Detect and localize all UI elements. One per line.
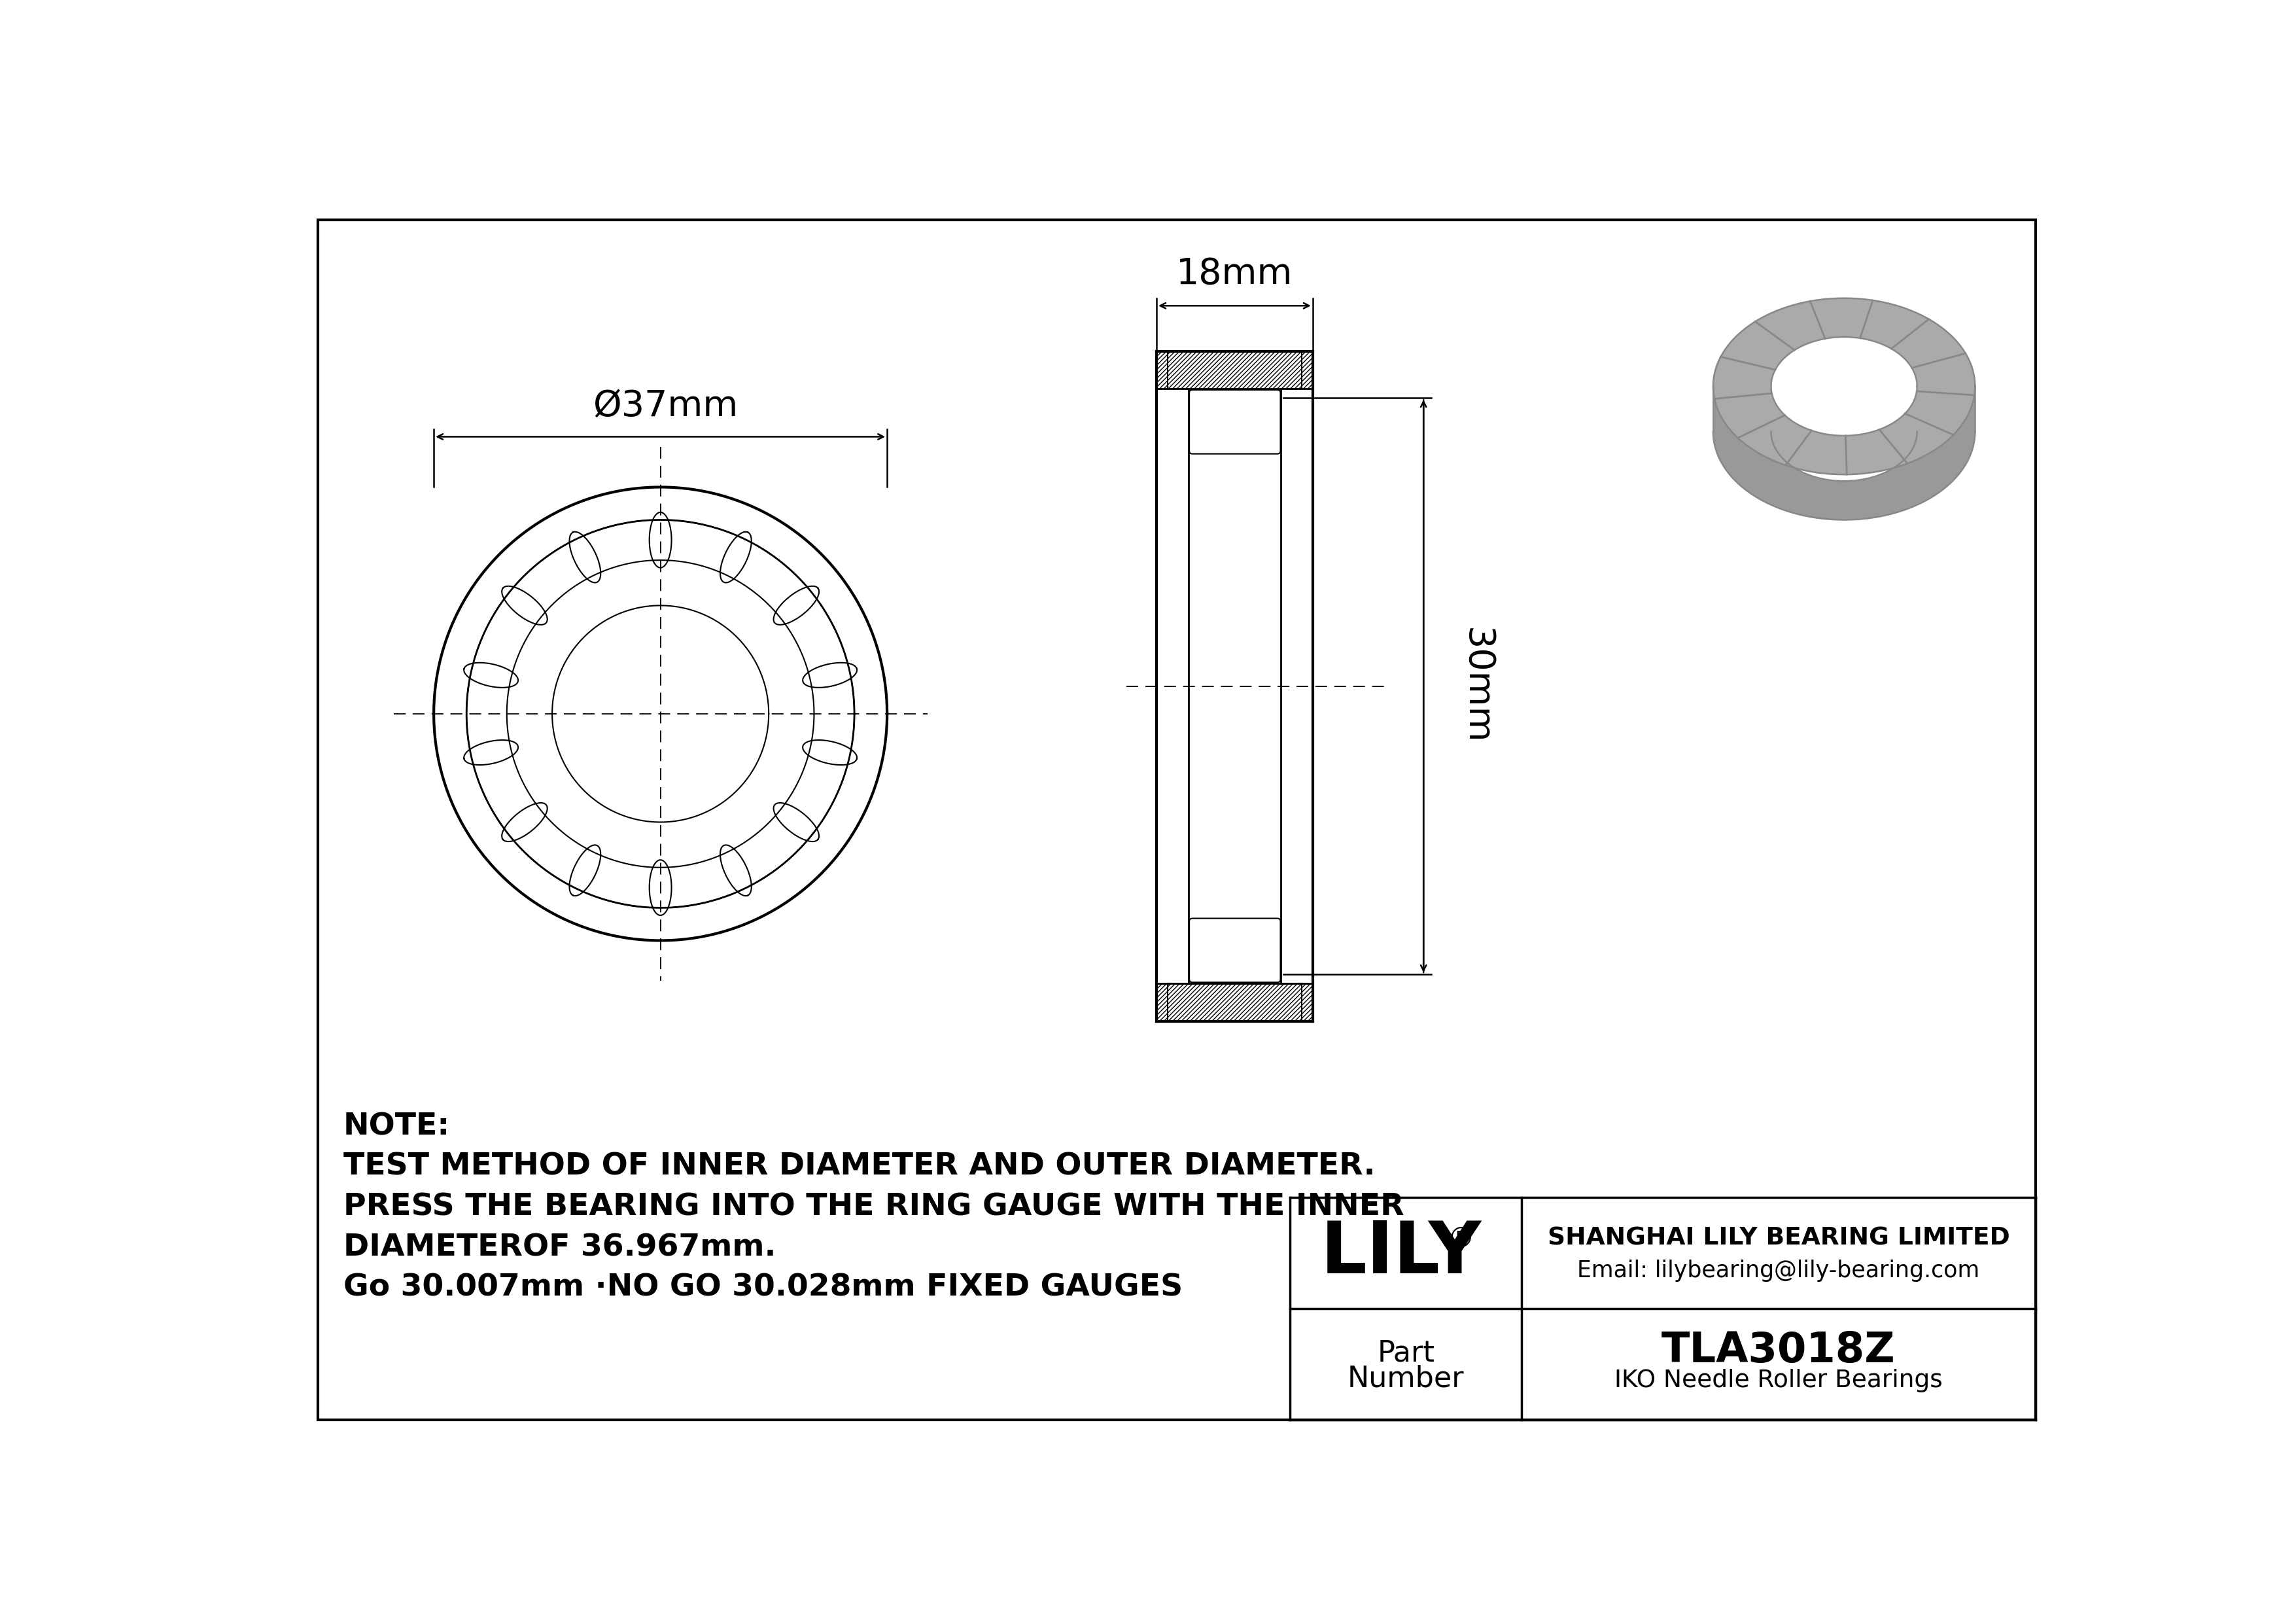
Text: IKO Needle Roller Bearings: IKO Needle Roller Bearings — [1614, 1369, 1942, 1392]
Text: LILY: LILY — [1320, 1218, 1481, 1288]
Text: PRESS THE BEARING INTO THE RING GAUGE WITH THE INNER: PRESS THE BEARING INTO THE RING GAUGE WI… — [342, 1192, 1403, 1221]
Bar — [1157, 984, 1313, 1021]
Bar — [1157, 351, 1313, 388]
Text: Ø37mm: Ø37mm — [592, 388, 739, 424]
FancyBboxPatch shape — [1189, 390, 1281, 453]
Text: 30mm: 30mm — [1458, 627, 1495, 744]
FancyBboxPatch shape — [1189, 918, 1281, 983]
Text: Part: Part — [1378, 1340, 1435, 1367]
Text: Email: lilybearing@lily-bearing.com: Email: lilybearing@lily-bearing.com — [1577, 1260, 1979, 1281]
Polygon shape — [1713, 387, 1975, 520]
Text: 18mm: 18mm — [1176, 257, 1293, 292]
Text: TEST METHOD OF INNER DIAMETER AND OUTER DIAMETER.: TEST METHOD OF INNER DIAMETER AND OUTER … — [342, 1151, 1375, 1182]
Polygon shape — [1770, 387, 1917, 481]
Text: Go 30.007mm ·NO GO 30.028mm FIXED GAUGES: Go 30.007mm ·NO GO 30.028mm FIXED GAUGES — [342, 1273, 1182, 1302]
Text: DIAMETEROF 36.967mm.: DIAMETEROF 36.967mm. — [342, 1233, 776, 1262]
Text: ®: ® — [1446, 1224, 1474, 1252]
Polygon shape — [1770, 336, 1917, 435]
Text: TLA3018Z: TLA3018Z — [1662, 1330, 1896, 1371]
Polygon shape — [1713, 299, 1975, 474]
Text: NOTE:: NOTE: — [342, 1112, 450, 1142]
Text: SHANGHAI LILY BEARING LIMITED: SHANGHAI LILY BEARING LIMITED — [1548, 1226, 2009, 1250]
Text: Number: Number — [1348, 1364, 1465, 1393]
